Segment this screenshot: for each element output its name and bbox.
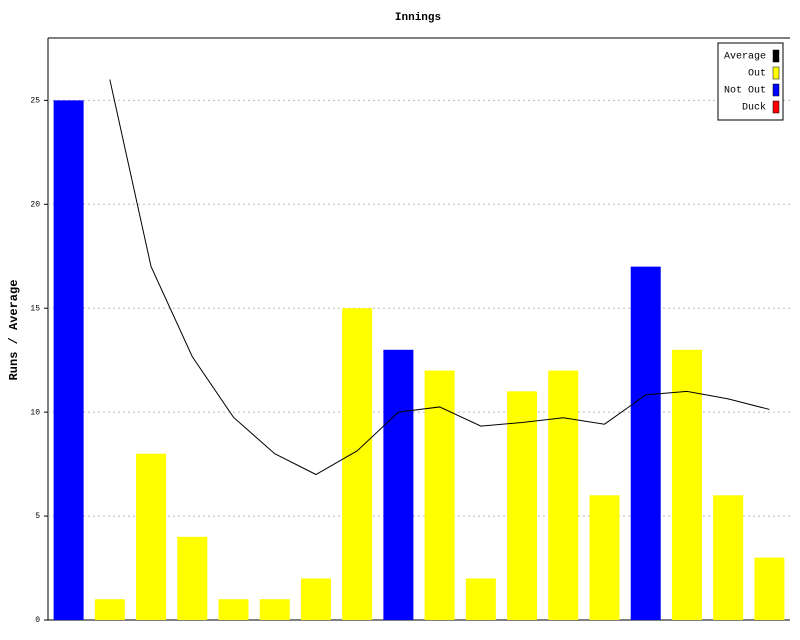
bar: [383, 349, 414, 620]
legend-label: Duck: [742, 102, 766, 114]
bar: [754, 557, 785, 620]
bar: [713, 495, 744, 620]
bar: [671, 349, 702, 620]
bar: [424, 370, 455, 620]
legend-label: Average: [724, 52, 766, 63]
bar: [342, 308, 373, 620]
bar: [630, 266, 661, 620]
bar: [589, 495, 620, 620]
y-tick-label: 20: [30, 200, 40, 209]
legend-swatch: [772, 100, 780, 114]
legend-swatch: [772, 66, 780, 80]
chart-title: Innings: [395, 12, 441, 24]
legend-box: [717, 42, 784, 121]
legend-label: Not Out: [724, 86, 766, 97]
bar: [136, 453, 167, 620]
bar: [465, 578, 496, 620]
y-tick-label: 0: [35, 616, 40, 625]
average-line: [109, 79, 770, 476]
bar: [177, 536, 208, 620]
y-tick-label: 15: [30, 304, 40, 313]
bar: [259, 599, 290, 620]
bar: [507, 391, 538, 620]
legend-swatch: [772, 49, 780, 63]
bar: [300, 578, 331, 620]
y-tick-label: 25: [30, 96, 40, 105]
bar: [548, 370, 579, 620]
bar: [218, 599, 249, 620]
y-tick-label: 10: [30, 408, 40, 417]
y-tick-label: 5: [35, 512, 40, 521]
legend-label: Out: [748, 69, 766, 80]
y-axis-label: Runs / Average: [7, 280, 21, 381]
legend-swatch: [772, 83, 780, 97]
bar: [94, 599, 125, 620]
bar: [53, 100, 84, 621]
